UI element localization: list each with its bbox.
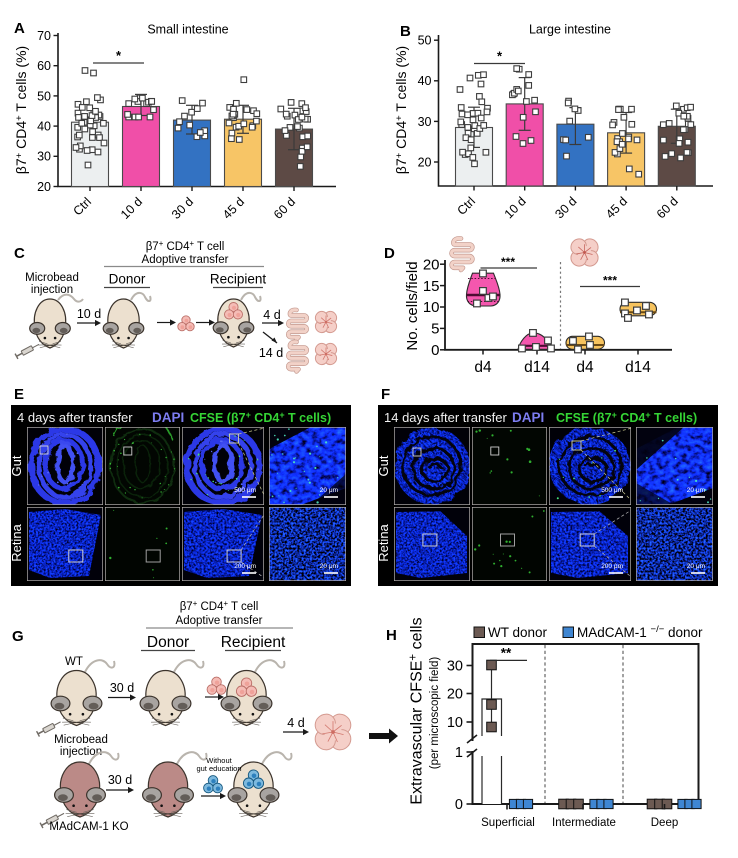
svg-text:d14: d14 <box>524 359 550 376</box>
svg-text:1: 1 <box>455 745 463 761</box>
svg-text:MAdCAM-1 −/− donor: MAdCAM-1 −/− donor <box>577 624 703 640</box>
svg-text:WT: WT <box>65 656 83 668</box>
svg-text:20 μm: 20 μm <box>320 563 338 570</box>
svg-text:4 days after transfer: 4 days after transfer <box>17 410 133 425</box>
svg-text:20 μm: 20 μm <box>687 487 705 494</box>
svg-text:CFSE (β7+ CD4+ T cells): CFSE (β7+ CD4+ T cells) <box>190 410 331 425</box>
svg-text:15: 15 <box>423 278 440 295</box>
svg-text:0: 0 <box>455 797 463 813</box>
svg-text:*: * <box>497 49 503 64</box>
svg-text:Recipient: Recipient <box>210 272 267 287</box>
svg-text:d4: d4 <box>576 359 594 376</box>
svg-text:MAdCAM-1 KO: MAdCAM-1 KO <box>49 821 128 833</box>
svg-text:20: 20 <box>423 256 440 273</box>
svg-text:Microbead: Microbead <box>25 272 79 284</box>
svg-text:Deep: Deep <box>651 817 679 829</box>
svg-text:d4: d4 <box>474 359 492 376</box>
svg-text:β7+ CD4+ T cell: β7+ CD4+ T cell <box>146 239 225 253</box>
svg-text:20 μm: 20 μm <box>320 487 338 494</box>
svg-text:70: 70 <box>37 29 51 43</box>
svg-text:10: 10 <box>423 299 440 316</box>
svg-text:F: F <box>381 386 390 403</box>
svg-text:Recipient: Recipient <box>221 634 286 651</box>
svg-text:H: H <box>386 627 397 644</box>
svg-text:E: E <box>14 386 24 403</box>
svg-text:20: 20 <box>418 155 432 169</box>
svg-text:500 μm: 500 μm <box>234 487 256 494</box>
svg-text:DAPI: DAPI <box>152 410 184 425</box>
svg-text:β7+ CD4+ T cells (%): β7+ CD4+ T cells (%) <box>13 46 29 174</box>
svg-text:5: 5 <box>431 321 439 338</box>
svg-text:10 d: 10 d <box>77 307 101 321</box>
svg-text:Gut: Gut <box>9 455 24 476</box>
svg-text:Adoptive transfer: Adoptive transfer <box>142 254 229 266</box>
svg-text:D: D <box>384 245 395 262</box>
svg-text:14 d: 14 d <box>259 346 283 360</box>
svg-text:β7+ CD4+ T cells (%): β7+ CD4+ T cells (%) <box>393 46 409 174</box>
svg-text:WT donor: WT donor <box>488 625 548 640</box>
svg-text:50: 50 <box>418 34 432 48</box>
svg-text:200 μm: 200 μm <box>601 563 623 570</box>
svg-text:***: *** <box>603 274 617 288</box>
svg-text:A: A <box>14 20 25 37</box>
svg-text:G: G <box>12 628 24 645</box>
svg-text:50: 50 <box>37 89 51 103</box>
svg-text:0: 0 <box>431 342 439 359</box>
svg-text:Microbead: Microbead <box>54 734 108 746</box>
svg-text:Extravascular CFSE+ cells: Extravascular CFSE+ cells <box>408 617 426 804</box>
svg-text:14 days after transfer: 14 days after transfer <box>384 410 508 425</box>
svg-text:30 d: 30 d <box>108 773 132 787</box>
svg-text:d14: d14 <box>625 359 651 376</box>
svg-text:4 d: 4 d <box>263 308 280 322</box>
svg-text:***: *** <box>501 255 515 269</box>
svg-text:Gut: Gut <box>376 455 391 476</box>
svg-text:4 d: 4 d <box>287 716 304 730</box>
svg-text:Retina: Retina <box>9 523 24 561</box>
svg-text:60: 60 <box>37 59 51 73</box>
svg-text:30: 30 <box>418 115 432 129</box>
svg-text:Small intestine: Small intestine <box>147 23 228 37</box>
svg-text:40: 40 <box>418 74 432 88</box>
svg-text:40: 40 <box>37 120 51 134</box>
svg-text:10: 10 <box>447 715 463 731</box>
svg-text:30: 30 <box>37 150 51 164</box>
svg-text:DAPI: DAPI <box>512 410 544 425</box>
svg-text:Superficial: Superficial <box>481 817 535 829</box>
svg-text:500 μm: 500 μm <box>601 487 623 494</box>
svg-text:β7+ CD4+ T cell: β7+ CD4+ T cell <box>180 599 259 613</box>
svg-text:Adoptive transfer: Adoptive transfer <box>176 615 263 627</box>
svg-text:Without: Without <box>206 756 232 765</box>
svg-text:Retina: Retina <box>376 523 391 561</box>
svg-text:**: ** <box>501 646 512 661</box>
svg-text:30: 30 <box>447 658 463 674</box>
svg-text:20: 20 <box>37 180 51 194</box>
svg-text:(per microscopic field): (per microscopic field) <box>429 657 441 770</box>
svg-text:200 μm: 200 μm <box>234 563 256 570</box>
svg-text:*: * <box>116 48 122 63</box>
svg-text:Intermediate: Intermediate <box>552 817 616 829</box>
svg-text:C: C <box>14 245 25 262</box>
svg-text:30 d: 30 d <box>110 681 134 695</box>
svg-text:injection: injection <box>60 746 102 758</box>
svg-text:No. cells/field: No. cells/field <box>404 261 421 350</box>
svg-text:injection: injection <box>31 284 73 296</box>
svg-text:B: B <box>400 23 411 40</box>
svg-text:CFSE (β7+ CD4+ T cells): CFSE (β7+ CD4+ T cells) <box>556 410 697 425</box>
svg-text:20: 20 <box>447 686 463 702</box>
svg-text:gut education: gut education <box>196 764 241 773</box>
svg-text:20 μm: 20 μm <box>687 563 705 570</box>
svg-text:Donor: Donor <box>147 634 189 651</box>
svg-text:Large intestine: Large intestine <box>529 23 611 37</box>
svg-text:Donor: Donor <box>109 272 146 287</box>
